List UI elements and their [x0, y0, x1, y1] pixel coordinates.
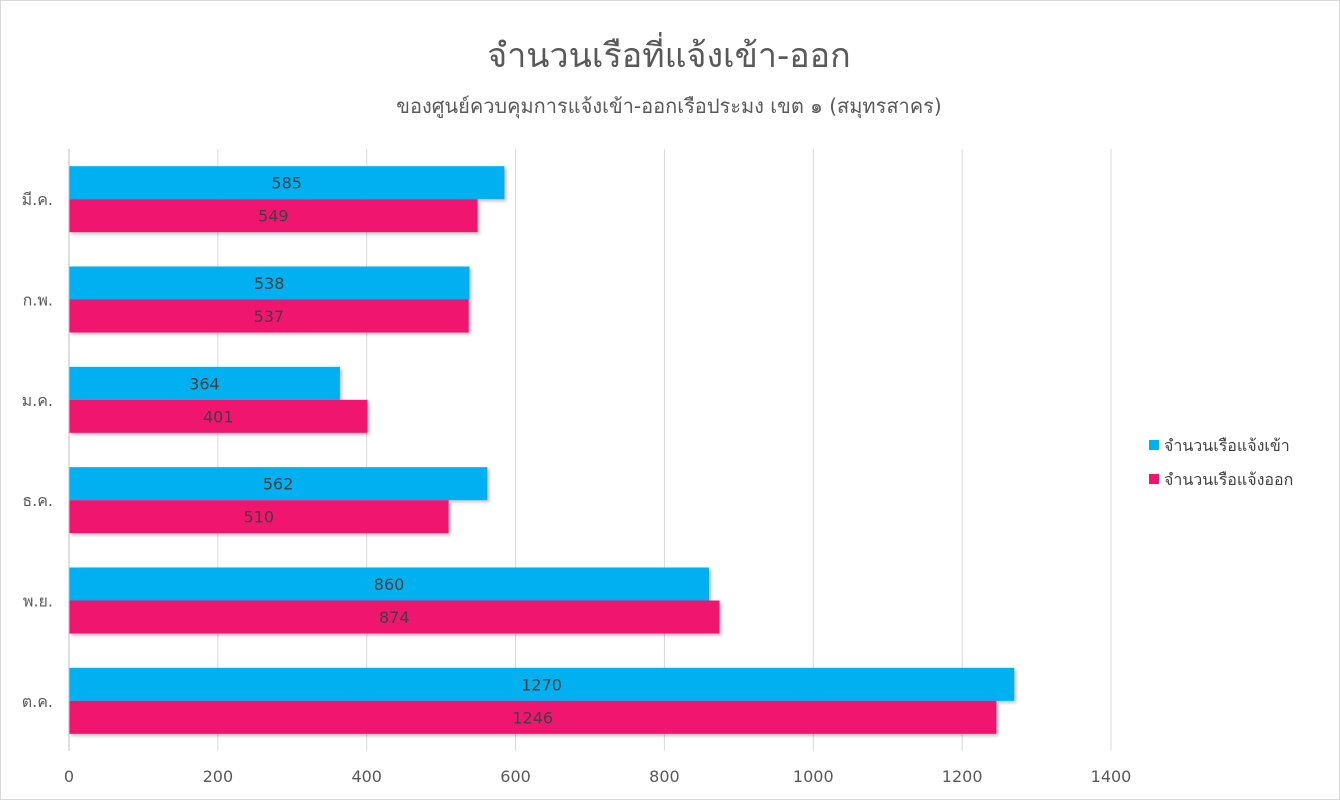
data-label: 562 [263, 475, 294, 494]
bar [69, 166, 505, 200]
bar [69, 266, 470, 300]
legend: จำนวนเรือแจ้งเข้าจำนวนเรือแจ้งออก [1149, 436, 1293, 489]
x-tick-label: 400 [351, 767, 382, 786]
chart-title: จำนวนเรือที่แจ้งเข้า-ออก [487, 32, 850, 76]
y-tick-label: ธ.ค. [22, 491, 53, 510]
data-label: 538 [254, 274, 285, 293]
bar [69, 567, 710, 601]
y-tick-label: มี.ค. [22, 190, 53, 209]
data-label: 1270 [521, 675, 562, 694]
bar [69, 299, 469, 333]
legend-swatch [1149, 440, 1159, 450]
x-tick-label: 0 [64, 767, 74, 786]
x-tick-label: 1000 [793, 767, 834, 786]
data-label: 549 [258, 207, 289, 226]
bars [69, 166, 1015, 734]
data-label: 401 [203, 407, 234, 426]
legend-label: จำนวนเรือแจ้งเข้า [1164, 436, 1290, 455]
bar [69, 667, 1015, 701]
y-tick-label: ต.ค. [22, 692, 53, 711]
bar [69, 700, 997, 734]
axes: 0 200 400 600 800 1000 1200 1400 มี.ค. ก.พ. ม.ค. ธ.… [22, 149, 1132, 786]
bar [69, 500, 449, 534]
x-tick-label: 200 [203, 767, 234, 786]
x-tick-label: 800 [649, 767, 680, 786]
bar [69, 366, 340, 400]
data-label: 537 [254, 307, 285, 326]
data-labels: 585 549 538 537 364 401 562 510 860 874 1270 1246 [189, 174, 562, 728]
bar [69, 199, 478, 233]
chart-subtitle: ของศูนย์ควบคุมการแจ้งเข้า-ออกเรือประมง เ… [396, 94, 941, 119]
bar [69, 467, 488, 501]
y-tick-label: ม.ค. [22, 391, 53, 410]
data-label: 585 [271, 174, 302, 193]
data-label: 510 [244, 508, 275, 527]
legend-label: จำนวนเรือแจ้งออก [1164, 470, 1293, 489]
gridlines [68, 149, 1112, 751]
x-tick-label: 1400 [1091, 767, 1132, 786]
data-label: 874 [379, 608, 410, 627]
legend-swatch [1149, 474, 1159, 484]
data-label: 860 [374, 575, 405, 594]
data-label: 364 [189, 374, 220, 393]
x-tick-label: 1200 [942, 767, 983, 786]
y-tick-label: พ.ย. [23, 592, 53, 611]
data-label: 1246 [512, 708, 553, 727]
bar [69, 600, 720, 634]
bar [69, 399, 368, 433]
x-tick-label: 600 [500, 767, 531, 786]
y-tick-label: ก.พ. [23, 291, 53, 310]
